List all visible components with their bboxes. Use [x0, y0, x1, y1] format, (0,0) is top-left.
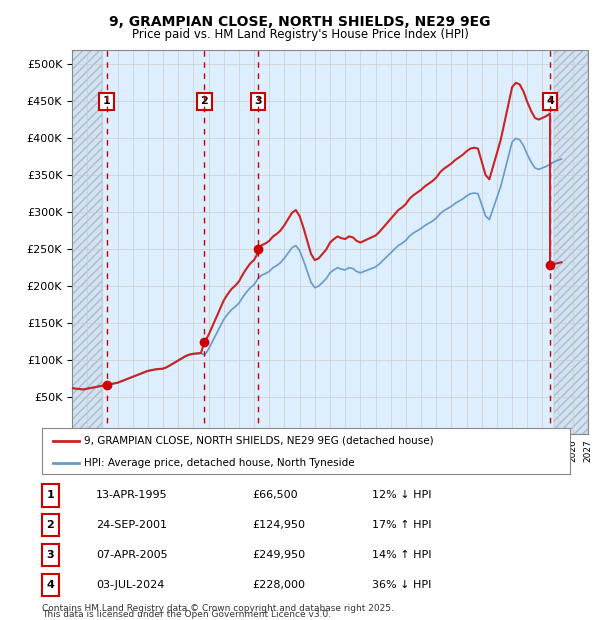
Text: 1: 1	[103, 96, 110, 107]
Text: Price paid vs. HM Land Registry's House Price Index (HPI): Price paid vs. HM Land Registry's House …	[131, 28, 469, 41]
Text: 36% ↓ HPI: 36% ↓ HPI	[372, 580, 431, 590]
Text: 3: 3	[254, 96, 262, 107]
Text: £124,950: £124,950	[252, 520, 305, 530]
Text: Contains HM Land Registry data © Crown copyright and database right 2025.: Contains HM Land Registry data © Crown c…	[42, 603, 394, 613]
Bar	[554, 50, 588, 434]
Text: 3: 3	[47, 550, 54, 560]
Bar	[554, 50, 588, 434]
Bar	[72, 50, 103, 434]
Text: 4: 4	[46, 580, 55, 590]
Text: 03-JUL-2024: 03-JUL-2024	[96, 580, 164, 590]
Bar	[72, 50, 103, 434]
Text: 24-SEP-2001: 24-SEP-2001	[96, 520, 167, 530]
Text: 13-APR-1995: 13-APR-1995	[96, 490, 167, 500]
Text: HPI: Average price, detached house, North Tyneside: HPI: Average price, detached house, Nort…	[84, 458, 355, 467]
Text: 9, GRAMPIAN CLOSE, NORTH SHIELDS, NE29 9EG: 9, GRAMPIAN CLOSE, NORTH SHIELDS, NE29 9…	[109, 16, 491, 30]
Text: £249,950: £249,950	[252, 550, 305, 560]
Text: 07-APR-2005: 07-APR-2005	[96, 550, 167, 560]
Text: This data is licensed under the Open Government Licence v3.0.: This data is licensed under the Open Gov…	[42, 609, 331, 619]
Text: 14% ↑ HPI: 14% ↑ HPI	[372, 550, 431, 560]
Text: 4: 4	[546, 96, 554, 107]
Text: £66,500: £66,500	[252, 490, 298, 500]
Text: 1: 1	[47, 490, 54, 500]
Text: 9, GRAMPIAN CLOSE, NORTH SHIELDS, NE29 9EG (detached house): 9, GRAMPIAN CLOSE, NORTH SHIELDS, NE29 9…	[84, 436, 434, 446]
Text: 2: 2	[47, 520, 54, 530]
Text: £228,000: £228,000	[252, 580, 305, 590]
Text: 12% ↓ HPI: 12% ↓ HPI	[372, 490, 431, 500]
Text: 17% ↑ HPI: 17% ↑ HPI	[372, 520, 431, 530]
Text: 2: 2	[200, 96, 208, 107]
